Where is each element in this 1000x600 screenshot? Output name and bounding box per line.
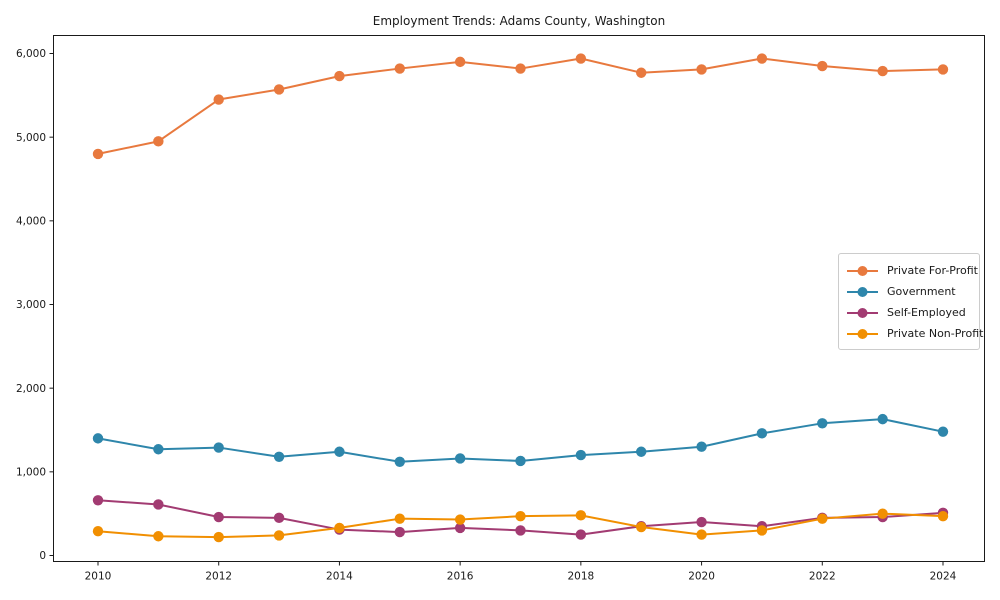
x-tick-label: 2012 (205, 571, 232, 583)
data-point-government (92, 433, 104, 444)
legend-dot (857, 328, 868, 339)
data-point-private-non-profit (636, 521, 647, 533)
data-point-private-for-profit (213, 94, 224, 105)
data-point-private-non-profit (153, 531, 164, 542)
chart-legend: Private For-Profit Government Self-Employe… (838, 253, 983, 350)
data-point-self-employed (92, 495, 104, 506)
legend-marker-icon (847, 286, 878, 297)
legend-dot (857, 307, 868, 318)
data-point-private-non-profit (877, 508, 888, 519)
data-point-government (696, 441, 707, 452)
data-point-private-for-profit (394, 63, 405, 74)
y-tick-label: 1,000 (16, 466, 46, 478)
y-tick-label: 4,000 (16, 215, 46, 227)
data-point-private-non-profit (515, 510, 526, 522)
legend-marker-icon (847, 307, 878, 318)
x-tick-label: 2022 (809, 571, 836, 583)
legend-marker-icon (847, 265, 878, 276)
data-point-self-employed (213, 511, 224, 523)
data-point-government (334, 446, 345, 457)
data-point-private-for-profit (454, 56, 466, 68)
x-tick-label: 2010 (85, 571, 112, 583)
plot-border (53, 35, 985, 562)
data-point-self-employed (696, 516, 707, 528)
data-point-government (515, 455, 526, 467)
data-point-government (817, 418, 828, 429)
y-tick-label: 6,000 (16, 48, 46, 60)
data-point-government (937, 426, 949, 437)
data-point-private-for-profit (153, 136, 164, 147)
data-point-private-for-profit (273, 84, 285, 95)
data-point-private-for-profit (877, 65, 888, 77)
y-axis: 0 1,000 2,000 3,000 4,000 5,000 6,000 (16, 48, 54, 562)
y-tick-label: 3,000 (16, 299, 46, 311)
data-point-private-for-profit (756, 53, 768, 64)
data-point-private-non-profit (817, 513, 828, 524)
data-point-private-non-profit (696, 529, 707, 540)
legend-label: Private For-Profit (887, 264, 978, 277)
y-tick-label: 5,000 (16, 132, 46, 144)
legend-item-private-for-profit: Private For-Profit (845, 260, 978, 281)
data-point-self-employed (575, 529, 587, 540)
y-tick-label: 0 (39, 550, 46, 562)
legend-label: Government (887, 285, 956, 298)
x-tick-label: 2024 (930, 571, 957, 583)
data-point-government (273, 451, 285, 462)
data-point-private-non-profit (334, 522, 345, 534)
data-point-self-employed (454, 522, 466, 534)
data-point-private-for-profit (696, 64, 707, 75)
data-point-private-for-profit (575, 53, 587, 64)
data-point-private-for-profit (92, 148, 104, 160)
data-point-private-for-profit (937, 64, 949, 75)
legend-item-private-non-profit: Private Non-Profit (845, 323, 983, 344)
data-point-private-non-profit (454, 514, 466, 525)
y-tick-label: 2,000 (16, 383, 46, 395)
legend-label: Private Non-Profit (887, 327, 984, 340)
data-point-private-non-profit (937, 510, 949, 522)
data-point-government (636, 446, 647, 457)
data-point-government (153, 444, 164, 455)
data-point-private-non-profit (394, 513, 405, 524)
legend-dot (857, 265, 868, 276)
data-point-private-non-profit (273, 530, 285, 541)
chart-title: Employment Trends: Adams County, Washing… (373, 14, 665, 28)
legend-marker-icon (847, 328, 878, 339)
x-tick-label: 2016 (447, 571, 474, 583)
x-tick-label: 2020 (688, 571, 715, 583)
data-point-private-for-profit (817, 60, 828, 72)
series-layer (92, 53, 949, 543)
data-point-private-for-profit (334, 70, 345, 82)
x-tick-label: 2014 (326, 571, 353, 583)
legend-label: Self-Employed (887, 306, 966, 319)
data-point-private-non-profit (756, 525, 768, 536)
x-tick-label: 2018 (567, 571, 594, 583)
data-point-private-non-profit (213, 531, 224, 543)
legend-item-government: Government (845, 281, 973, 302)
data-point-government (877, 413, 888, 425)
data-point-self-employed (515, 525, 526, 536)
data-point-government (213, 442, 224, 453)
series-line-government (97, 418, 944, 463)
data-point-self-employed (153, 499, 164, 510)
data-point-private-for-profit (636, 67, 647, 78)
data-point-government (575, 449, 587, 461)
data-point-private-non-profit (92, 526, 104, 537)
data-point-private-non-profit (575, 510, 587, 521)
data-point-government (454, 453, 466, 464)
data-point-government (394, 456, 405, 467)
data-point-self-employed (273, 512, 285, 524)
data-point-self-employed (394, 526, 405, 538)
data-point-private-for-profit (515, 63, 526, 74)
legend-dot (857, 286, 868, 297)
data-point-government (756, 428, 768, 439)
x-axis: 2010 2012 2014 2016 2018 2020 2022 2024 (85, 561, 957, 583)
legend-item-self-employed: Self-Employed (845, 302, 973, 323)
